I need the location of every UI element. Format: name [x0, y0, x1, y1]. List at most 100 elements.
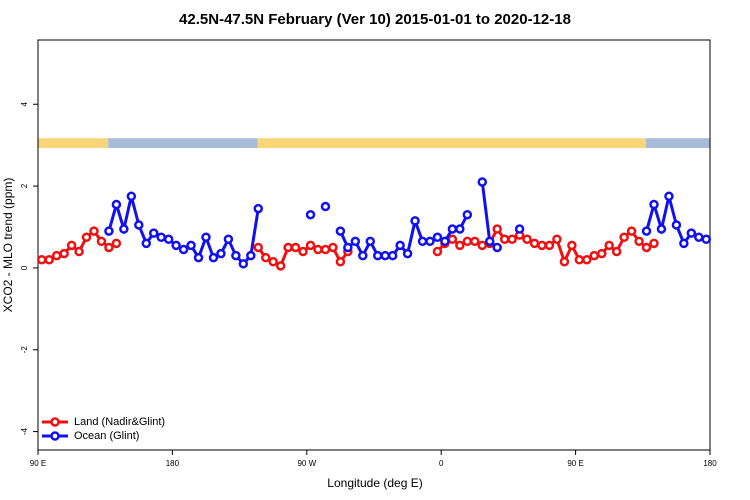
- data-point: [544, 240, 555, 251]
- legend-marker: [50, 417, 60, 427]
- data-point: [66, 240, 77, 251]
- data-point: [395, 240, 405, 251]
- data-point: [529, 238, 540, 249]
- data-point: [372, 250, 383, 261]
- data-point: [335, 226, 346, 236]
- plot-frame: [37, 39, 711, 451]
- data-point: [104, 226, 114, 236]
- band-segment: [257, 138, 646, 149]
- data-point: [193, 252, 204, 263]
- data-point: [514, 224, 525, 234]
- data-point: [626, 226, 637, 236]
- data-point: [634, 236, 644, 247]
- data-point: [582, 254, 592, 265]
- band-segment: [38, 138, 109, 149]
- data-point: [59, 248, 69, 259]
- data-point: [641, 242, 652, 253]
- y-tick-label: 4: [20, 101, 29, 106]
- x-tick-label: 90 W: [297, 459, 316, 468]
- data-point: [380, 250, 390, 261]
- data-point: [148, 228, 159, 238]
- data-point: [283, 242, 293, 253]
- data-point: [178, 244, 189, 255]
- data-point: [484, 236, 495, 247]
- data-point: [246, 250, 256, 261]
- data-point: [290, 242, 301, 253]
- data-point: [477, 177, 488, 187]
- data-point: [253, 203, 264, 214]
- data-point: [81, 232, 92, 242]
- data-point: [611, 246, 622, 257]
- legend-marker: [50, 431, 60, 441]
- data-point: [679, 238, 689, 249]
- chart-title: 42.5N-47.5N February (Ver 10) 2015-01-01…: [179, 11, 571, 28]
- data-point: [619, 232, 629, 242]
- data-point: [320, 244, 331, 255]
- data-point: [350, 236, 361, 247]
- data-point: [36, 254, 47, 265]
- data-point: [492, 242, 502, 253]
- data-point: [186, 240, 196, 251]
- data-point: [455, 240, 465, 251]
- data-point: [552, 234, 562, 245]
- data-point: [260, 252, 271, 263]
- data-point: [119, 224, 129, 234]
- data-point: [559, 257, 570, 267]
- data-point: [134, 220, 144, 230]
- data-point: [425, 236, 435, 247]
- data-point: [231, 250, 241, 261]
- data-point: [649, 199, 659, 210]
- data-point: [111, 199, 122, 210]
- data-point: [492, 224, 502, 234]
- data-point: [470, 236, 480, 247]
- data-point: [201, 232, 211, 242]
- data-point: [499, 234, 510, 245]
- data-point: [313, 244, 323, 255]
- data-point: [171, 240, 181, 251]
- data-point: [656, 224, 667, 234]
- x-tick-label: 0: [439, 459, 444, 468]
- data-point: [358, 250, 368, 261]
- legend-label: Ocean (Glint): [74, 430, 139, 442]
- y-tick-label: -2: [20, 346, 29, 354]
- data-point: [328, 242, 338, 253]
- data-point: [126, 191, 137, 202]
- data-point: [462, 236, 473, 247]
- data-point: [208, 252, 219, 263]
- data-point: [417, 236, 428, 247]
- data-point: [477, 240, 488, 251]
- data-point: [141, 238, 152, 249]
- y-axis-label: XCO2 - MLO trend (ppm): [1, 178, 15, 313]
- y-tick-label: 0: [20, 265, 29, 270]
- data-point: [343, 242, 353, 253]
- data-point: [574, 254, 585, 265]
- data-point: [432, 232, 443, 242]
- data-point: [507, 234, 517, 245]
- data-point: [305, 240, 316, 251]
- data-point: [275, 261, 286, 271]
- data-point: [664, 191, 674, 202]
- data-point: [238, 259, 249, 269]
- x-axis-label: Longitude (deg E): [327, 476, 422, 490]
- data-point: [589, 250, 600, 261]
- data-point: [89, 226, 99, 236]
- data-point: [604, 240, 614, 251]
- data-point: [537, 240, 547, 251]
- data-point: [402, 248, 413, 259]
- data-point: [432, 246, 443, 257]
- data-point: [44, 254, 54, 265]
- data-point: [268, 257, 278, 267]
- band-segment: [645, 138, 710, 149]
- legend-label: Land (Nadir&Glint): [74, 416, 165, 428]
- data-point: [51, 250, 62, 261]
- band-segment: [108, 138, 258, 149]
- data-point: [216, 248, 226, 259]
- x-tick-label: 180: [703, 459, 717, 468]
- y-tick-label: 2: [20, 183, 29, 188]
- data-point: [156, 232, 166, 242]
- data-point: [410, 216, 420, 226]
- data-point: [671, 220, 682, 230]
- data-point: [567, 240, 577, 251]
- data-point: [96, 236, 107, 247]
